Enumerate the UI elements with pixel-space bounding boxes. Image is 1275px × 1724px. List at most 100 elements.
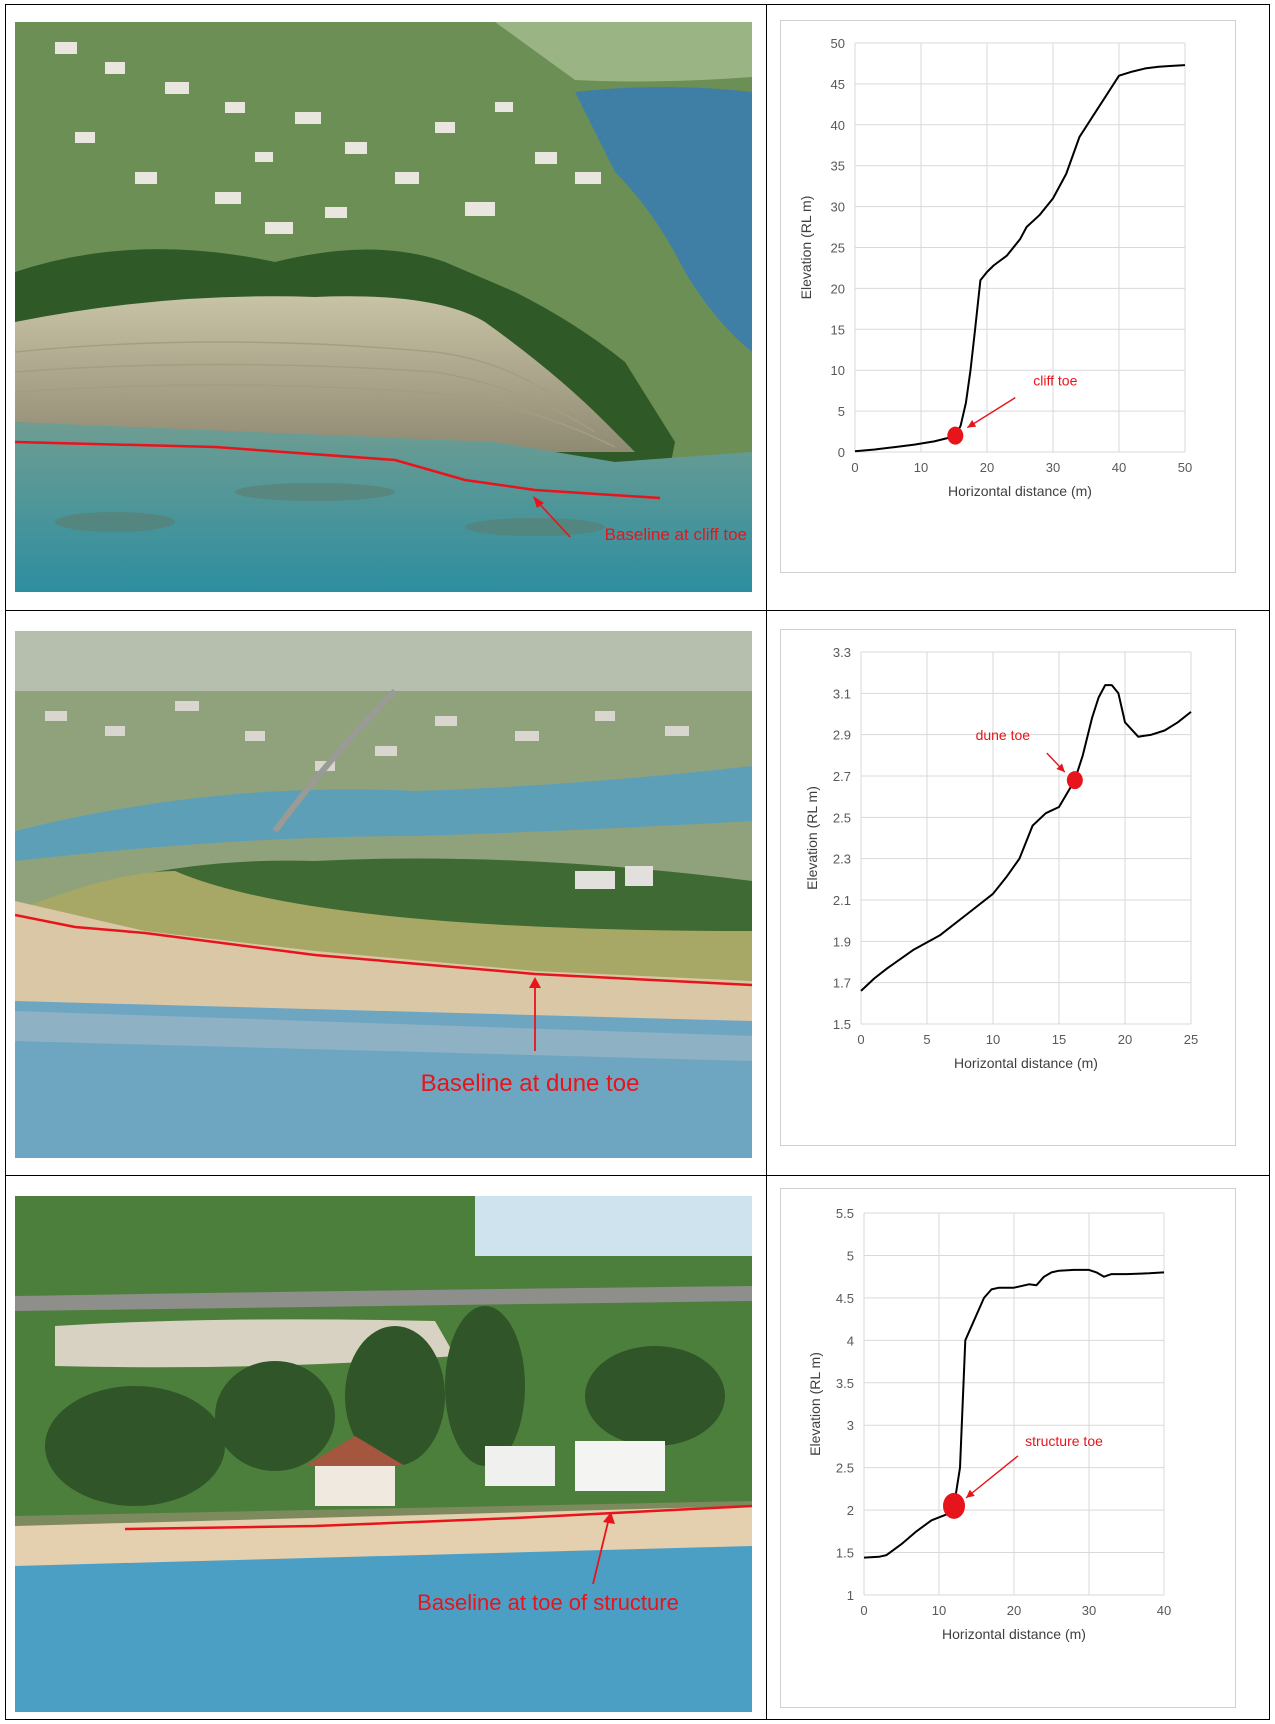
y-tick-label: 5 [838,404,845,419]
sea [15,422,752,592]
sea [15,1546,752,1712]
x-tick-label: 40 [1157,1603,1171,1618]
row-divider [6,1175,1269,1176]
road [15,1286,752,1311]
y-tick-label: 3 [847,1418,854,1433]
marker-arrowhead [966,1489,975,1498]
x-tick-label: 15 [1052,1032,1066,1047]
estuary [15,766,752,861]
bay-water [575,87,752,352]
y-tick-label: 5.5 [836,1206,854,1221]
y-tick-label: 4.5 [836,1291,854,1306]
photo-annotation: Baseline at cliff toe [605,525,747,544]
x-tick-label: 0 [857,1032,864,1047]
y-tick-label: 1.5 [833,1017,851,1032]
x-tick-label: 25 [1184,1032,1198,1047]
y-tick-label: 40 [831,118,845,133]
y-tick-label: 3.1 [833,686,851,701]
road [272,688,398,833]
y-tick-label: 1.5 [836,1546,854,1561]
marker-label: dune toe [976,727,1031,743]
y-tick-label: 1.7 [833,976,851,991]
x-axis-label: Horizontal distance (m) [948,483,1092,499]
baseline-line [15,440,661,500]
chart-structure-svg: 1 1.5 2 2.5 3 3.5 4 4.5 5 5.5 0 10 20 30 40 Horizontal … [807,1206,1171,1642]
y-tick-label: 2.9 [833,728,851,743]
chart-cliff-svg: 0 5 10 15 20 25 30 35 40 45 50 0 10 20 30 40 50 Horizonta… [798,36,1192,499]
y-tick-label: 3.5 [836,1376,854,1391]
arrowhead [529,977,541,988]
y-tick-label: 25 [831,241,845,256]
chart-cliff-profile: 0 5 10 15 20 25 30 35 40 45 50 0 10 20 30 40 50 Horizonta… [780,20,1236,573]
row-divider [6,610,1269,611]
y-tick-label: 4 [847,1333,854,1348]
x-tick-label: 5 [923,1032,930,1047]
photo-structure: Baseline at toe of structure [15,1196,752,1712]
x-tick-label: 20 [1118,1032,1132,1047]
y-tick-label: 1.9 [833,934,851,949]
x-tick-label: 30 [1046,460,1060,475]
profile-line [854,64,1186,453]
y-tick-label: 50 [831,36,845,51]
y-tick-label: 2.3 [833,852,851,867]
y-tick-label: 15 [831,322,845,337]
chart-dune-svg: 1.5 1.7 1.9 2.1 2.3 2.5 2.7 2.9 3.1 3.3 0 5 10 15 20 25… [804,645,1198,1071]
y-tick-label: 2.7 [833,769,851,784]
profile-line [863,1268,1165,1559]
trees [45,1306,725,1506]
x-tick-label: 30 [1082,1603,1096,1618]
arrowhead [533,496,544,508]
y-tick-label: 20 [831,281,845,296]
y-tick-label: 2.5 [836,1461,854,1476]
x-tick-label: 50 [1178,460,1192,475]
toe-marker [947,426,964,445]
y-tick-label: 0 [838,445,845,460]
x-axis-label: Horizontal distance (m) [942,1626,1086,1642]
cliff-strata [15,341,616,448]
toe-marker [1066,771,1083,790]
chart-dune-profile: 1.5 1.7 1.9 2.1 2.3 2.5 2.7 2.9 3.1 3.3 0 5 10 15 20 25… [780,629,1236,1146]
x-tick-label: 20 [1007,1603,1021,1618]
building-structure [475,1196,752,1256]
annotation-arrow [592,1517,610,1585]
reef [55,483,605,536]
y-tick-label: 35 [831,159,845,174]
y-tick-label: 5 [847,1248,854,1263]
y-tick-label: 2.5 [833,810,851,825]
baseline-line [124,1504,752,1531]
houses [305,1436,665,1506]
y-tick-label: 10 [831,363,845,378]
x-tick-label: 40 [1112,460,1126,475]
annotation-arrow [534,498,571,538]
x-tick-label: 20 [980,460,994,475]
fields [495,22,752,82]
y-tick-label: 3.3 [833,645,851,660]
houses [55,42,601,234]
x-tick-label: 10 [914,460,928,475]
y-axis-label: Elevation (RL m) [807,1352,823,1456]
marker-arrowhead [967,420,977,428]
photo-annotation: Baseline at dune toe [421,1070,640,1097]
marker-label: structure toe [1025,1433,1103,1449]
arrowhead [603,1512,615,1524]
buildings [575,866,653,889]
cliff-face [15,296,635,452]
x-tick-label: 10 [986,1032,1000,1047]
sand-beach [15,901,752,1031]
x-tick-label: 0 [860,1603,867,1618]
x-tick-label: 10 [932,1603,946,1618]
y-tick-label: 2 [847,1503,854,1518]
marker-arrow [966,397,1016,429]
figure-table [5,4,1270,1720]
surf-zone [15,1011,752,1061]
marker-arrowhead [1056,763,1065,773]
y-tick-label: 30 [831,200,845,215]
photo-cliff: Baseline at cliff toe [15,22,752,592]
marker-label: cliff toe [1033,373,1077,389]
baseline-line [15,913,752,987]
x-tick-label: 0 [851,460,858,475]
y-tick-label: 1 [847,1588,854,1603]
y-tick-label: 2.1 [833,893,851,908]
chart-structure-profile: 1 1.5 2 2.5 3 3.5 4 4.5 5 5.5 0 10 20 30 40 Horizontal … [780,1188,1236,1708]
marker-arrow [965,1455,1019,1499]
